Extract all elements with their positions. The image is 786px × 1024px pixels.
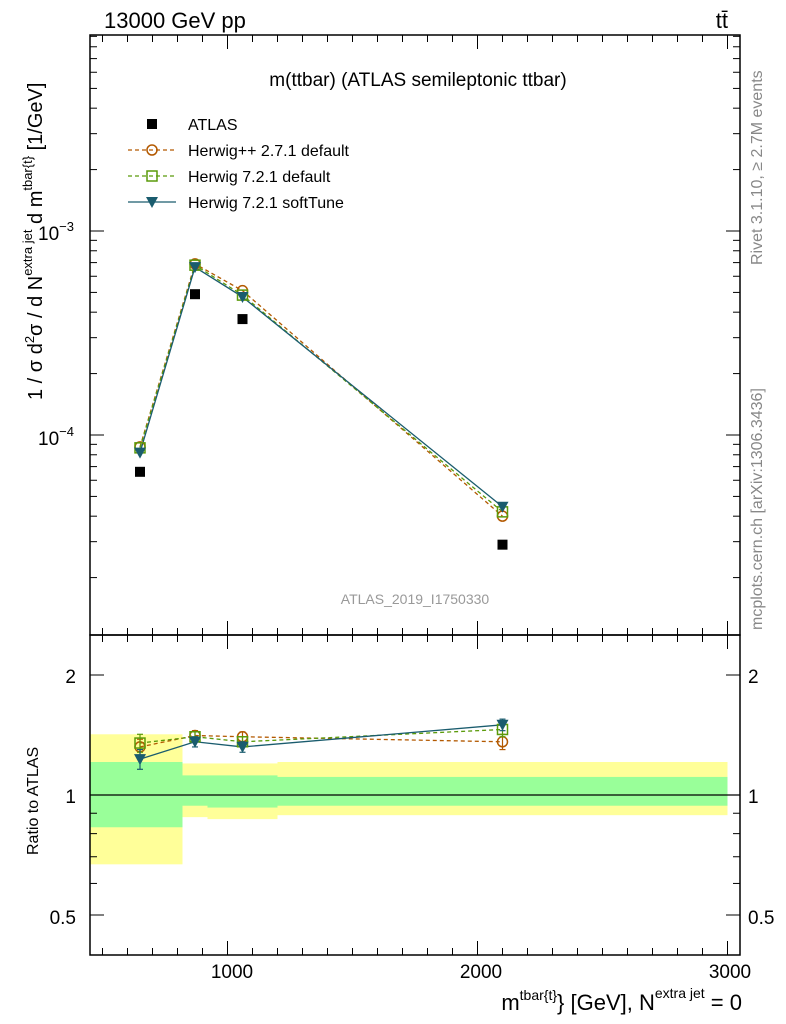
series-line-1 [139,262,503,517]
ratio-ytick-1-right: 1 [748,787,759,808]
ratio-line-2 [139,724,503,760]
data-point-3-3 [496,501,509,513]
data-point-3-2 [236,291,249,303]
inner-band-3 [277,776,728,806]
data-point-3-0 [134,447,146,459]
legend-label-1: Herwig++ 2.7.1 default [188,143,350,160]
mcplots-label: mcplots.cern.ch [arXiv:1306.3436] [749,388,766,630]
ratio-ytick-2-right: 2 [748,667,759,688]
xtick-3000: 3000 [709,962,751,983]
ratio-ylabel: Ratio to ATLAS [25,747,42,855]
ytick-label-1e-3: 10−3 [38,219,74,245]
ratio-point-2-3 [496,719,509,731]
main-plot-panel: m(ttbar) (ATLAS semileptonic ttbar) ATLA… [20,34,741,636]
ytick-label-1e-4: 10−4 [38,424,74,450]
series-line-3 [139,266,503,508]
xtick-2000: 2000 [460,962,502,983]
rivet-label: Rivet 3.1.10, ≥ 2.7M events [749,70,766,265]
ratio-plot-ticks [90,635,740,955]
series-line-2 [139,264,503,513]
main-plot-markers [134,258,509,550]
data-point-3-1 [189,262,201,274]
inner-band-1 [182,775,208,806]
data-point-0-1 [190,289,200,300]
ratio-ytick-1: 1 [65,787,76,808]
legend-marker-3 [146,197,158,208]
ratio-point-2-2 [236,741,249,753]
legend-label-2: Herwig 7.2.1 default [188,169,331,186]
xtick-1000: 1000 [211,962,253,983]
header-right: tt̄ [716,8,728,33]
ratio-plot-markers [134,718,509,770]
legend-label-3: Herwig 7.2.1 softTune [188,195,344,212]
legend-marker-0 [147,119,157,129]
ratio-ytick-0.5: 0.5 [50,908,76,929]
analysis-watermark: ATLAS_2019_I1750330 [341,591,490,607]
legend-marker-2 [146,170,158,182]
x-axis-label: mtbar{t}} [GeV], Nextra jet = 0 [501,985,742,1015]
ratio-point-1-0 [134,737,146,749]
legend-marker-1 [146,144,158,156]
data-point-0-0 [135,466,145,477]
main-plot-ticks [90,35,740,635]
plot-title: m(ttbar) (ATLAS semileptonic ttbar) [269,70,566,91]
main-ylabel: 1 / σ d2σ / d Nextra jet d mtbar{t} [1/G… [20,83,47,400]
header-left: 13000 GeV pp [104,8,246,33]
ratio-line-0 [139,734,503,748]
uncertainty-bands [90,734,728,865]
ratio-point-2-0 [134,754,146,766]
ratio-plot-frame [89,634,741,956]
legend-label-0: ATLAS [188,117,238,134]
data-point-0-2 [237,314,248,325]
legend: ATLAS Herwig++ 2.7.1 default Herwig 7.2.1 … [128,117,350,212]
data-point-0-3 [497,539,508,550]
ratio-ytick-0.5-right: 0.5 [748,908,774,929]
inner-band-2 [207,775,278,808]
ratio-plot-lines [139,724,503,760]
ratio-ytick-2: 2 [65,667,76,688]
ratio-point-2-1 [189,736,201,748]
ratio-plot-panel: Ratio to ATLAS 2 1 0.5 2 1 0.5 1000 2000… [25,634,774,1015]
main-plot-lines [139,262,503,517]
